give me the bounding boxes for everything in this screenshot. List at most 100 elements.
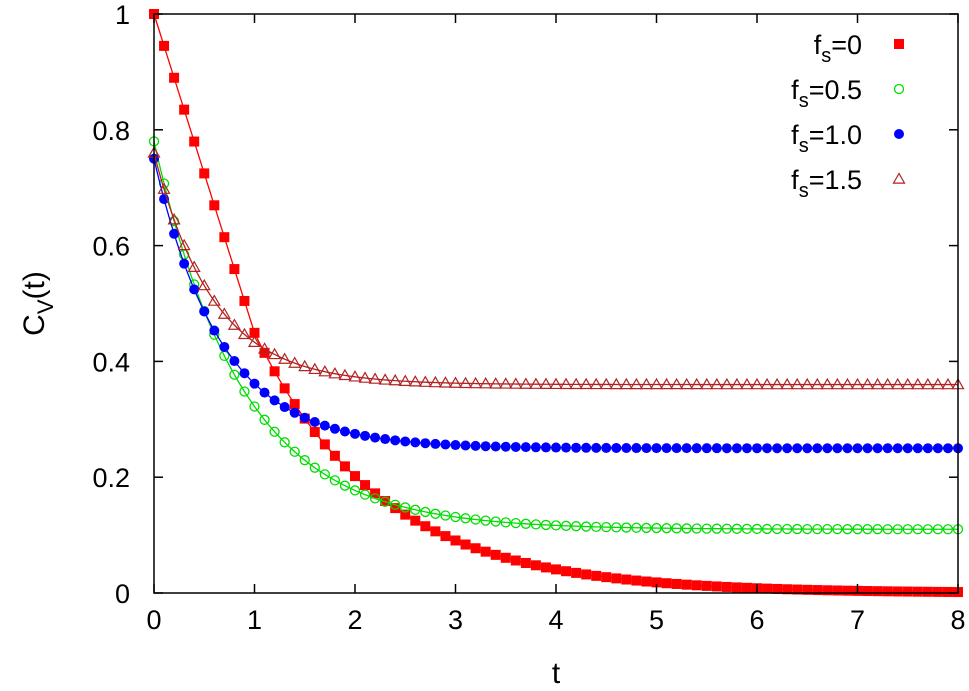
data-point xyxy=(440,510,451,521)
data-point xyxy=(629,377,643,390)
data-point xyxy=(832,524,843,535)
data-point xyxy=(800,377,814,390)
data-point xyxy=(237,327,251,340)
data-point xyxy=(299,455,310,466)
data-point xyxy=(621,442,632,453)
data-point xyxy=(611,573,622,584)
data-point xyxy=(591,521,602,532)
data-point xyxy=(912,443,923,454)
data-point xyxy=(671,578,682,589)
data-point xyxy=(731,582,742,593)
data-point xyxy=(318,364,332,377)
data-point xyxy=(229,369,240,380)
ticks-layer: 0 1 2 3 4 5 6 7 8 0 0.2 0.4 0.6 0.8 1 xyxy=(92,0,965,635)
data-point xyxy=(199,306,210,317)
x-axis-label: t xyxy=(552,657,561,690)
data-point xyxy=(690,377,704,390)
data-point xyxy=(529,377,543,389)
data-point xyxy=(269,395,280,406)
data-point xyxy=(671,443,682,454)
series-layer xyxy=(147,9,965,598)
data-point xyxy=(390,503,401,514)
data-point xyxy=(540,442,551,453)
data-point xyxy=(721,523,732,534)
data-point xyxy=(770,377,784,390)
data-point xyxy=(159,40,170,51)
data-point xyxy=(881,377,895,390)
y-tick-label: 0 xyxy=(115,579,130,609)
data-point xyxy=(721,581,732,592)
data-point xyxy=(479,377,493,389)
data-point xyxy=(400,502,411,513)
data-point xyxy=(782,443,793,454)
data-point xyxy=(721,443,732,454)
data-point xyxy=(519,377,533,389)
data-point xyxy=(741,523,753,535)
data-point xyxy=(197,278,211,291)
data-point xyxy=(912,524,923,535)
data-point xyxy=(892,586,903,597)
data-point xyxy=(680,377,694,390)
data-point xyxy=(430,526,441,537)
y-axis-label-main: C xyxy=(18,314,51,336)
data-point xyxy=(370,432,381,443)
data-point xyxy=(438,376,452,388)
data-point xyxy=(450,440,461,451)
data-point xyxy=(550,520,562,531)
data-point xyxy=(711,581,722,592)
data-point xyxy=(641,576,652,587)
data-point xyxy=(368,372,382,384)
data-point xyxy=(812,443,823,454)
series-0 xyxy=(149,9,963,598)
data-point xyxy=(309,416,320,427)
data-point xyxy=(710,377,724,390)
data-point xyxy=(671,523,682,534)
series-2 xyxy=(149,153,963,454)
data-point xyxy=(561,442,572,453)
data-point xyxy=(229,264,240,275)
data-point xyxy=(571,567,582,578)
data-point xyxy=(480,515,491,526)
data-point xyxy=(279,437,290,448)
data-point xyxy=(741,443,752,454)
data-point xyxy=(551,442,561,453)
legend-marker xyxy=(894,39,904,49)
data-point xyxy=(882,443,893,454)
data-point xyxy=(450,511,461,523)
data-point xyxy=(762,583,773,594)
data-point xyxy=(167,213,181,225)
data-point xyxy=(691,523,702,534)
data-point xyxy=(780,377,794,390)
data-point xyxy=(609,377,623,390)
data-point xyxy=(941,377,955,390)
data-point xyxy=(298,359,312,372)
data-point xyxy=(380,496,391,507)
data-point xyxy=(247,335,262,347)
data-point xyxy=(299,412,310,423)
data-point xyxy=(329,423,340,434)
data-point xyxy=(339,426,350,437)
data-point xyxy=(420,438,431,449)
data-point xyxy=(830,377,844,390)
data-point xyxy=(390,435,401,446)
data-point xyxy=(740,377,754,390)
data-point xyxy=(581,569,592,580)
data-point xyxy=(651,577,662,588)
data-point xyxy=(358,371,372,383)
data-point xyxy=(862,443,873,454)
data-point xyxy=(730,377,744,390)
legend-label: fs=0.5 xyxy=(791,75,862,112)
data-point xyxy=(430,508,441,519)
data-point xyxy=(792,584,803,595)
data-point xyxy=(559,377,573,390)
data-point xyxy=(500,517,511,528)
data-point xyxy=(810,377,824,390)
data-point xyxy=(651,522,662,534)
legend-marker xyxy=(893,83,905,95)
data-point xyxy=(319,439,330,450)
y-tick-label: 1 xyxy=(115,0,130,30)
data-point xyxy=(258,342,272,354)
data-point xyxy=(711,443,722,454)
data-point xyxy=(639,377,653,390)
